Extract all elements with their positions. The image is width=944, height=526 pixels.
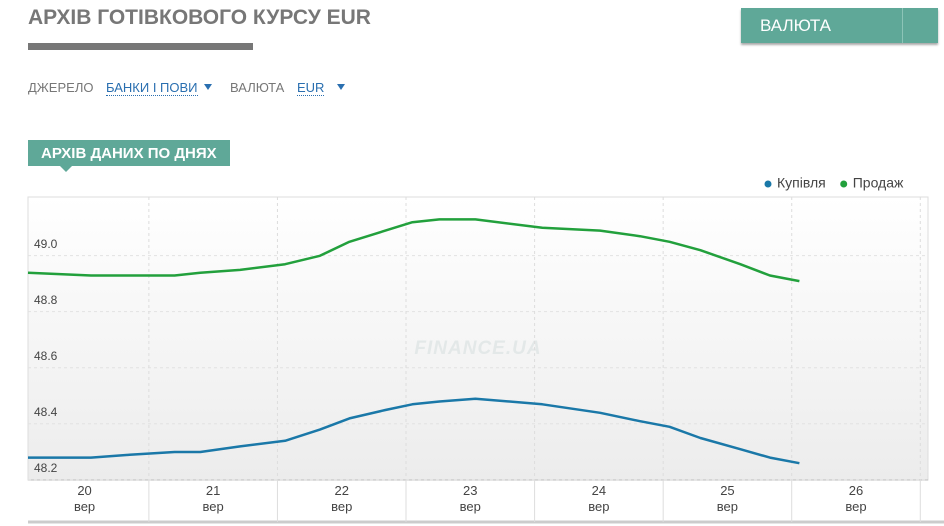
y-tick-label: 48.8 <box>34 293 58 307</box>
y-tick-label: 48.2 <box>34 461 58 475</box>
y-tick-label: 48.6 <box>34 349 58 363</box>
filter-value[interactable]: EUR <box>297 80 325 96</box>
legend-label: Купівля <box>777 175 826 191</box>
separator <box>902 8 903 43</box>
page-title: АРХІВ ГОТІВКОВОГО КУРСУ EUR <box>28 6 371 29</box>
tab[interactable]: АРХІВ ДАНИХ ПО ДНЯХ <box>28 140 230 166</box>
filter-label: ДЖЕРЕЛО <box>28 80 94 95</box>
y-tick-label: 49.0 <box>34 237 58 251</box>
series-line <box>28 397 800 465</box>
x-tick-label: 20 вер <box>73 483 96 514</box>
filter-value[interactable]: БАНКИ І ПОВИ <box>106 80 198 96</box>
x-tick-label: 21 вер <box>202 483 224 514</box>
x-tick-label: 23 вер <box>459 483 481 514</box>
series-line <box>27 218 800 283</box>
legend-label: Продаж <box>853 175 904 191</box>
y-tick-label: 48.4 <box>34 405 58 419</box>
x-tick-label: 24 вер <box>588 483 610 514</box>
filter-label: ВАЛЮТА <box>230 80 285 95</box>
dropdown-arrow[interactable] <box>204 84 212 90</box>
tab-pointer <box>60 166 72 172</box>
currency-button[interactable]: ВАЛЮТА <box>741 8 938 43</box>
legend-marker <box>764 180 772 188</box>
dropdown-arrow[interactable] <box>337 84 345 90</box>
button-label[interactable]: ВАЛЮТА <box>760 16 832 35</box>
x-tick-label: 22 вер <box>331 483 353 514</box>
title-underline <box>28 43 253 50</box>
plot-area <box>27 196 929 481</box>
legend-marker <box>840 180 848 188</box>
x-tick-label: 25 вер <box>716 483 739 514</box>
x-tick-label: 26 вер <box>845 483 867 514</box>
watermark: FINANCE.UA <box>414 338 541 359</box>
